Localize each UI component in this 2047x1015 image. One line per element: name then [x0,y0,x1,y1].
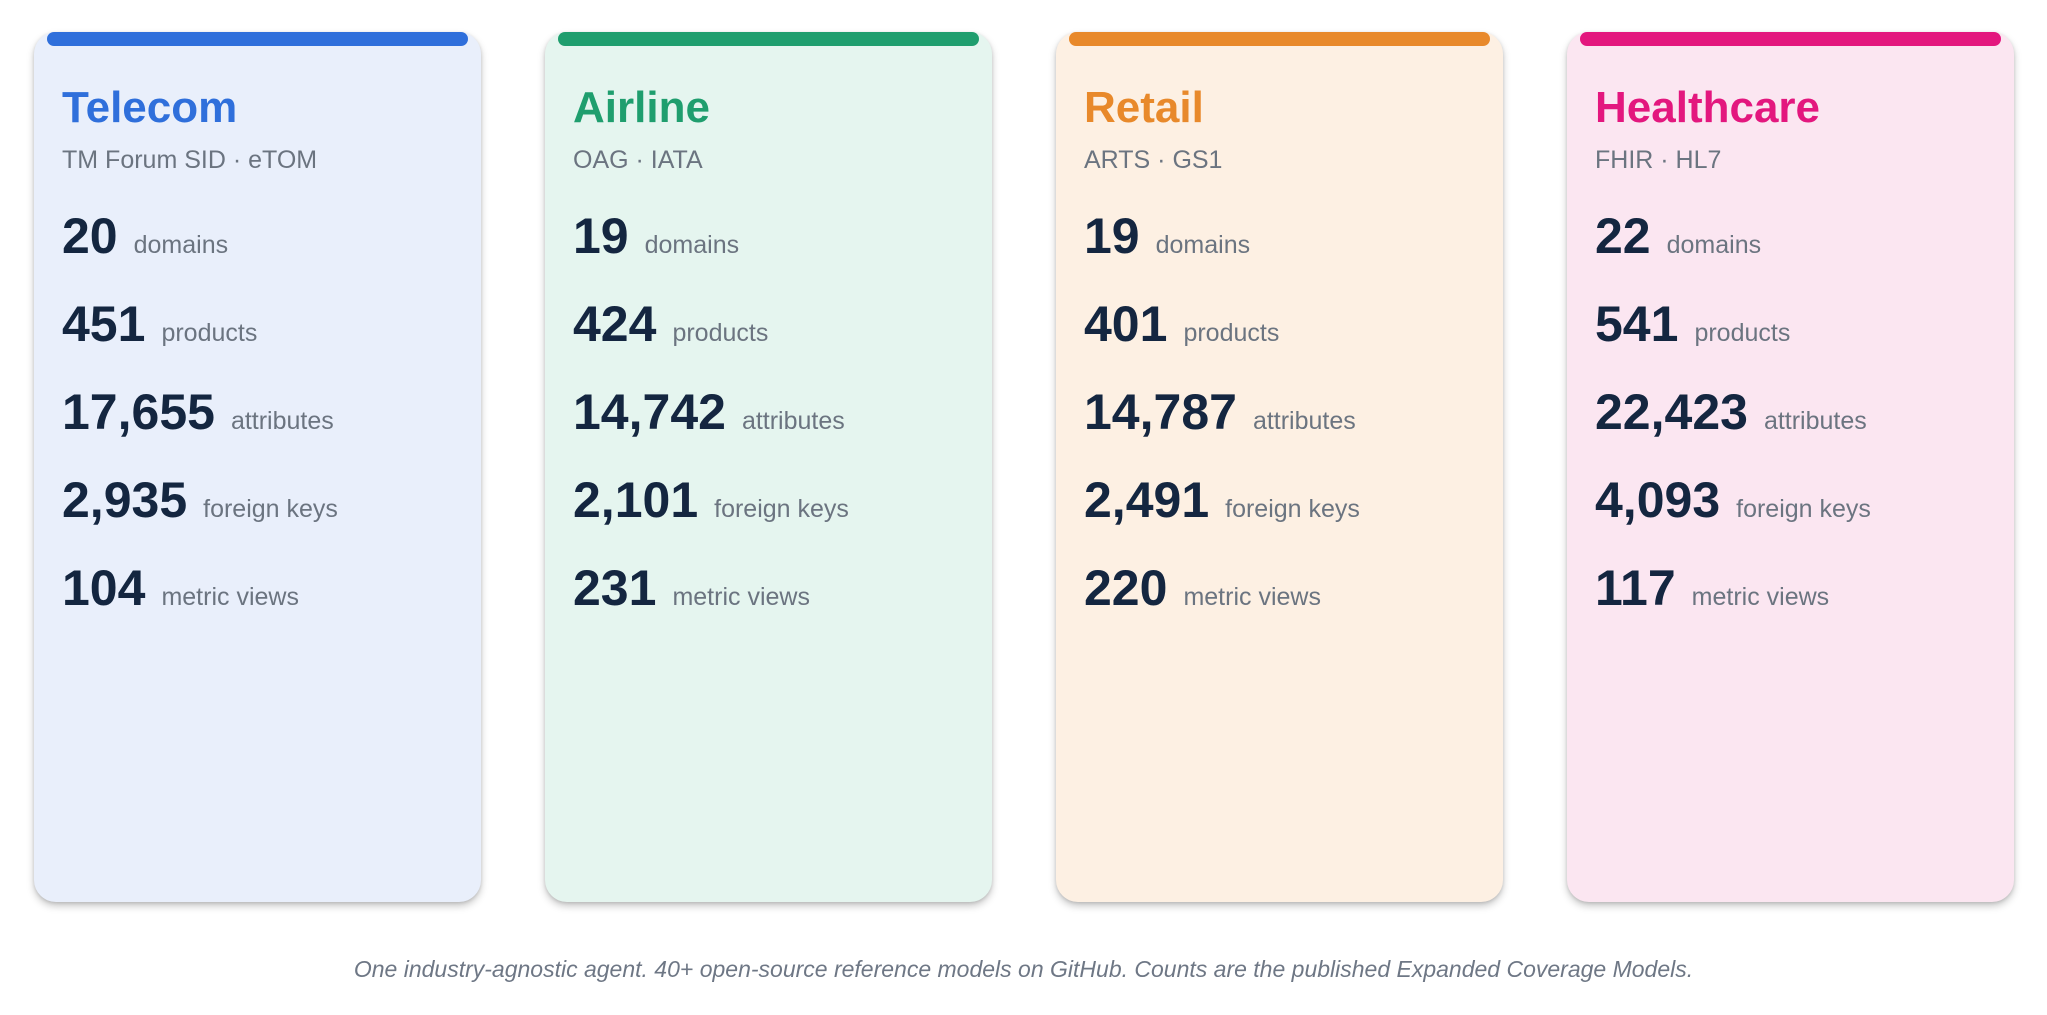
metric-label: foreign keys [1736,495,1871,523]
card-subtitle: ARTS · GS1 [1084,146,1223,174]
metric-label: metric views [672,583,810,611]
metric-foreign-keys: 4,093 foreign keys [1595,475,1986,563]
metric-label: domains [1666,231,1762,259]
card-title: Retail [1084,83,1204,132]
card-title: Telecom [62,83,238,132]
metric-metric-views: 220 metric views [1084,563,1475,651]
metric-list: 20 domains 451 products 17,655 attributes 2… [62,211,453,651]
metric-value: 117 [1595,560,1676,616]
metric-foreign-keys: 2,935 foreign keys [62,475,453,563]
metric-value: 20 [62,208,118,264]
metric-list: 22 domains 541 products 22,423 attributes 4… [1595,211,1986,651]
metric-attributes: 22,423 attributes [1595,387,1986,475]
metric-domains: 22 domains [1595,211,1986,299]
metric-foreign-keys: 2,491 foreign keys [1084,475,1475,563]
metric-label: domains [644,231,740,259]
accent-bar [558,32,979,46]
metric-metric-views: 104 metric views [62,563,453,651]
accent-bar [47,32,468,46]
metric-label: foreign keys [714,495,849,523]
metric-label: products [672,319,769,347]
metric-value: 22 [1595,208,1651,264]
metric-value: 541 [1595,296,1679,352]
metric-label: attributes [1252,407,1356,435]
metric-label: metric views [1183,583,1321,611]
card-subtitle: OAG · IATA [573,146,703,174]
metric-list: 19 domains 401 products 14,787 attributes 2… [1084,211,1475,651]
metric-attributes: 14,742 attributes [573,387,964,475]
metric-value: 17,655 [62,384,215,440]
card-subtitle: TM Forum SID · eTOM [62,146,318,174]
metric-foreign-keys: 2,101 foreign keys [573,475,964,563]
card-title: Airline [573,83,710,132]
metric-label: products [161,319,258,347]
metric-value: 4,093 [1595,472,1721,528]
metric-value: 401 [1084,296,1168,352]
metric-label: metric views [161,583,299,611]
metric-value: 2,935 [62,472,188,528]
accent-bar [1069,32,1490,46]
metric-label: foreign keys [203,495,338,523]
metric-metric-views: 231 metric views [573,563,964,651]
metric-value: 220 [1084,560,1168,616]
metric-list: 19 domains 424 products 14,742 attributes 2… [573,211,964,651]
card-subtitle: FHIR · HL7 [1595,146,1722,174]
metric-value: 2,491 [1084,472,1210,528]
metric-label: attributes [1763,407,1867,435]
card-healthcare: Healthcare FHIR · HL7 22 domains 541 produ… [1567,32,2014,902]
metric-value: 22,423 [1595,384,1748,440]
card-airline: Airline OAG · IATA 19 domains 424 products… [545,32,992,902]
card-title: Healthcare [1595,83,1821,132]
metric-value: 2,101 [573,472,699,528]
metric-domains: 19 domains [573,211,964,299]
metric-domains: 20 domains [62,211,453,299]
card-telecom: Telecom TM Forum SID · eTOM 20 domains 45… [34,32,481,902]
metric-label: products [1694,319,1791,347]
metric-value: 451 [62,296,146,352]
metric-label: foreign keys [1225,495,1360,523]
metric-products: 424 products [573,299,964,387]
metric-value: 19 [1084,208,1140,264]
metric-value: 424 [573,296,657,352]
metric-label: domains [1155,231,1251,259]
metric-label: metric views [1691,583,1830,611]
footer-note: One industry-agnostic agent. 40+ open-so… [353,956,1694,982]
metric-value: 14,742 [573,384,726,440]
metric-label: attributes [741,407,845,435]
metric-attributes: 14,787 attributes [1084,387,1475,475]
industry-cards: Telecom TM Forum SID · eTOM 20 domains 45… [34,32,2014,902]
metric-products: 451 products [62,299,453,387]
metric-domains: 19 domains [1084,211,1475,299]
metric-label: attributes [230,407,334,435]
card-retail: Retail ARTS · GS1 19 domains 401 products … [1056,32,1503,902]
metric-label: domains [133,231,229,259]
metric-products: 401 products [1084,299,1475,387]
accent-bar [1580,32,2001,46]
metric-attributes: 17,655 attributes [62,387,453,475]
metric-value: 104 [62,560,146,616]
metric-label: products [1183,319,1280,347]
metric-value: 19 [573,208,629,264]
metric-metric-views: 117 metric views [1595,563,1986,651]
metric-products: 541 products [1595,299,1986,387]
metric-value: 14,787 [1084,384,1237,440]
metric-value: 231 [573,560,657,616]
